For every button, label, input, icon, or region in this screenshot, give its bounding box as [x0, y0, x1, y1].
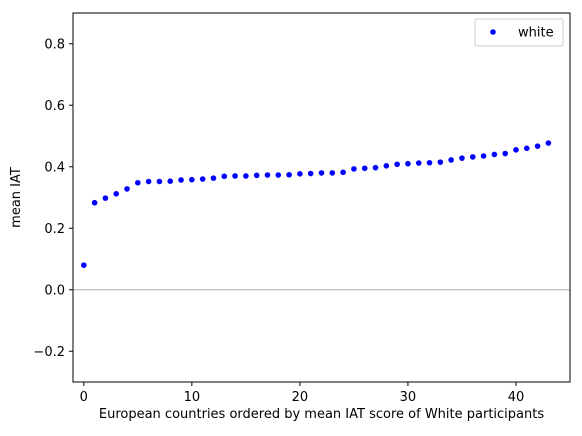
- data-point: [437, 159, 444, 165]
- data-point: [232, 173, 238, 179]
- data-point: [394, 161, 400, 168]
- data-point: [189, 176, 195, 183]
- data-point: [81, 262, 87, 268]
- y-tick-label: 0.4: [44, 160, 65, 175]
- data-point: [199, 176, 206, 182]
- data-point: [329, 170, 336, 176]
- data-point: [243, 173, 249, 179]
- data-point: [307, 170, 314, 177]
- data-point: [135, 179, 141, 186]
- data-point: [297, 171, 303, 177]
- x-tick-label: 10: [184, 390, 201, 405]
- data-point: [383, 163, 390, 169]
- data-point: [210, 175, 217, 181]
- x-tick-label: 0: [80, 390, 88, 405]
- data-point: [340, 169, 346, 176]
- legend-box: [474, 18, 564, 47]
- data-point: [415, 160, 422, 166]
- data-point: [361, 165, 368, 172]
- plot-area: [72, 12, 571, 383]
- data-point: [426, 159, 433, 166]
- x-axis-label: European countries ordered by mean IAT s…: [99, 407, 544, 422]
- y-tick-label: 0.0: [44, 283, 65, 298]
- data-point: [221, 173, 228, 180]
- data-point: [91, 199, 98, 206]
- y-tick-label: 0.8: [44, 37, 65, 52]
- data-point: [523, 145, 530, 152]
- data-point: [491, 151, 498, 158]
- y-tick-label: −0.2: [33, 345, 65, 360]
- data-point: [502, 150, 508, 157]
- legend-marker-white: [490, 29, 496, 35]
- data-point: [145, 178, 152, 185]
- data-point: [178, 177, 184, 183]
- data-point: [372, 164, 379, 171]
- x-tick-label: 30: [400, 390, 417, 405]
- data-point: [459, 155, 465, 161]
- y-axis-label: mean IAT: [9, 167, 24, 228]
- data-point: [113, 191, 120, 197]
- data-point: [534, 143, 541, 149]
- x-axis: 0 10 20 30 40: [80, 382, 525, 405]
- data-point: [102, 195, 109, 201]
- data-point: [253, 172, 260, 179]
- legend-label-white: white: [518, 26, 554, 41]
- data-point: [264, 172, 271, 178]
- data-point: [448, 157, 454, 163]
- data-point: [545, 140, 552, 146]
- data-point: [480, 153, 487, 159]
- data-point: [124, 186, 130, 192]
- data-point: [275, 172, 282, 178]
- data-point: [351, 166, 357, 172]
- data-points: [81, 140, 552, 268]
- data-point: [167, 178, 174, 185]
- data-point: [405, 160, 411, 167]
- data-point: [286, 171, 292, 178]
- y-axis: −0.2 0.0 0.2 0.4 0.6 0.8: [33, 37, 73, 360]
- data-point: [156, 178, 163, 185]
- legend: white: [474, 18, 564, 47]
- x-tick-label: 40: [508, 390, 525, 405]
- y-tick-label: 0.6: [44, 99, 65, 114]
- data-point: [513, 147, 519, 153]
- data-point: [318, 170, 325, 176]
- plot-frame: [72, 12, 571, 383]
- x-tick-label: 20: [292, 390, 309, 405]
- y-tick-label: 0.2: [44, 222, 65, 237]
- data-point: [469, 154, 476, 160]
